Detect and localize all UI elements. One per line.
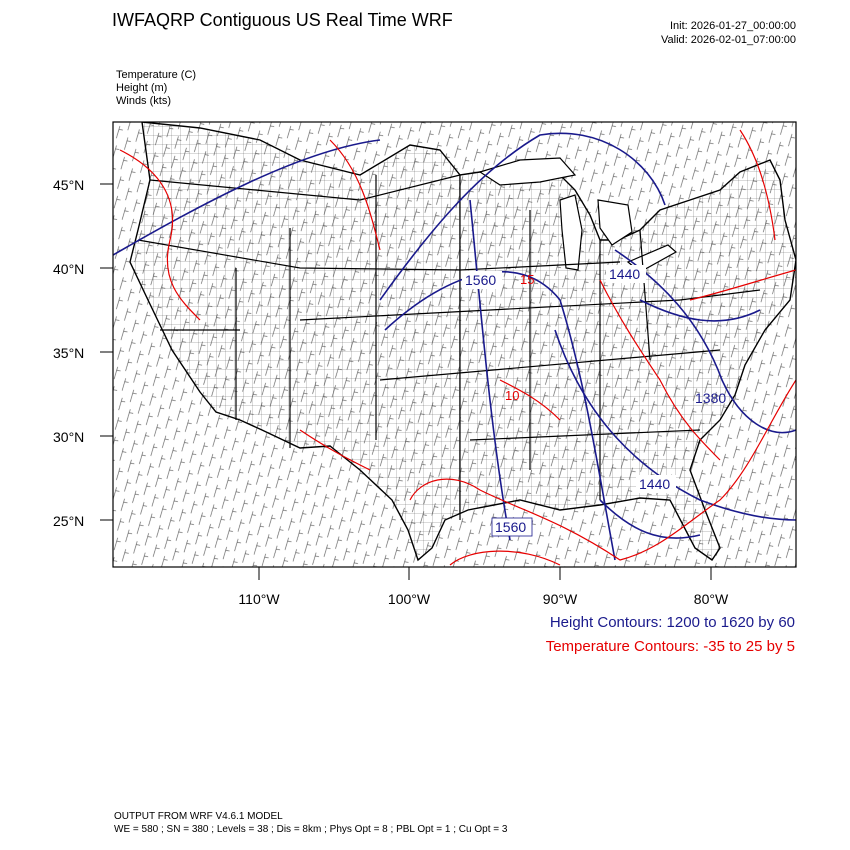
- model-config-note: WE = 580 ; SN = 380 ; Levels = 38 ; Dis …: [114, 824, 508, 835]
- lon-label-90w: 90°W: [543, 591, 578, 607]
- height-contours: [113, 132, 796, 561]
- lake-huron: [597, 199, 633, 246]
- state-borders: [137, 174, 761, 520]
- map-title: IWFAQRP Contiguous US Real Time WRF: [112, 10, 453, 30]
- height-label-1560-north: 1560: [465, 272, 496, 288]
- height-label-1380-atlantic: 1380: [695, 390, 726, 406]
- temp-label-15: 15: [520, 272, 534, 287]
- map-frame: [112, 121, 797, 568]
- height-label-1440-northeast: 1440: [609, 266, 640, 282]
- lat-label-25n: 25°N: [53, 513, 84, 529]
- temp-label-10: 10: [505, 388, 519, 403]
- model-output-note: OUTPUT FROM WRF V4.6.1 MODEL: [114, 811, 283, 822]
- field-height: Height (m): [116, 82, 168, 94]
- temperature-contours: [119, 129, 796, 566]
- lat-label-45n: 45°N: [53, 177, 84, 193]
- lon-label-100w: 100°W: [388, 591, 431, 607]
- height-contour-legend: Height Contours: 1200 to 1620 by 60: [549, 614, 795, 631]
- lake-michigan: [559, 194, 583, 271]
- temperature-contour-labels: 15 10: [505, 272, 534, 403]
- lon-label-110w: 110°W: [238, 591, 280, 607]
- latitude-axis: [100, 183, 113, 521]
- lake-superior: [478, 157, 577, 186]
- height-contour-labels: 1560 1440 1440 1560 1380: [462, 265, 726, 537]
- longitude-axis: [258, 567, 712, 580]
- field-winds: Winds (kts): [116, 95, 171, 107]
- height-label-1440-southeast: 1440: [639, 476, 670, 492]
- temperature-contour-legend: Temperature Contours: -35 to 25 by 5: [545, 638, 795, 655]
- height-label-1560-gulf: 1560: [495, 519, 526, 535]
- field-temperature: Temperature (C): [116, 69, 197, 81]
- lat-label-40n: 40°N: [53, 261, 84, 277]
- lat-label-35n: 35°N: [53, 345, 84, 361]
- valid-time: Valid: 2026-02-01_07:00:00: [661, 34, 796, 46]
- lon-label-80w: 80°W: [694, 591, 729, 607]
- lat-label-30n: 30°N: [53, 429, 84, 445]
- init-time: Init: 2026-01-27_00:00:00: [670, 20, 796, 32]
